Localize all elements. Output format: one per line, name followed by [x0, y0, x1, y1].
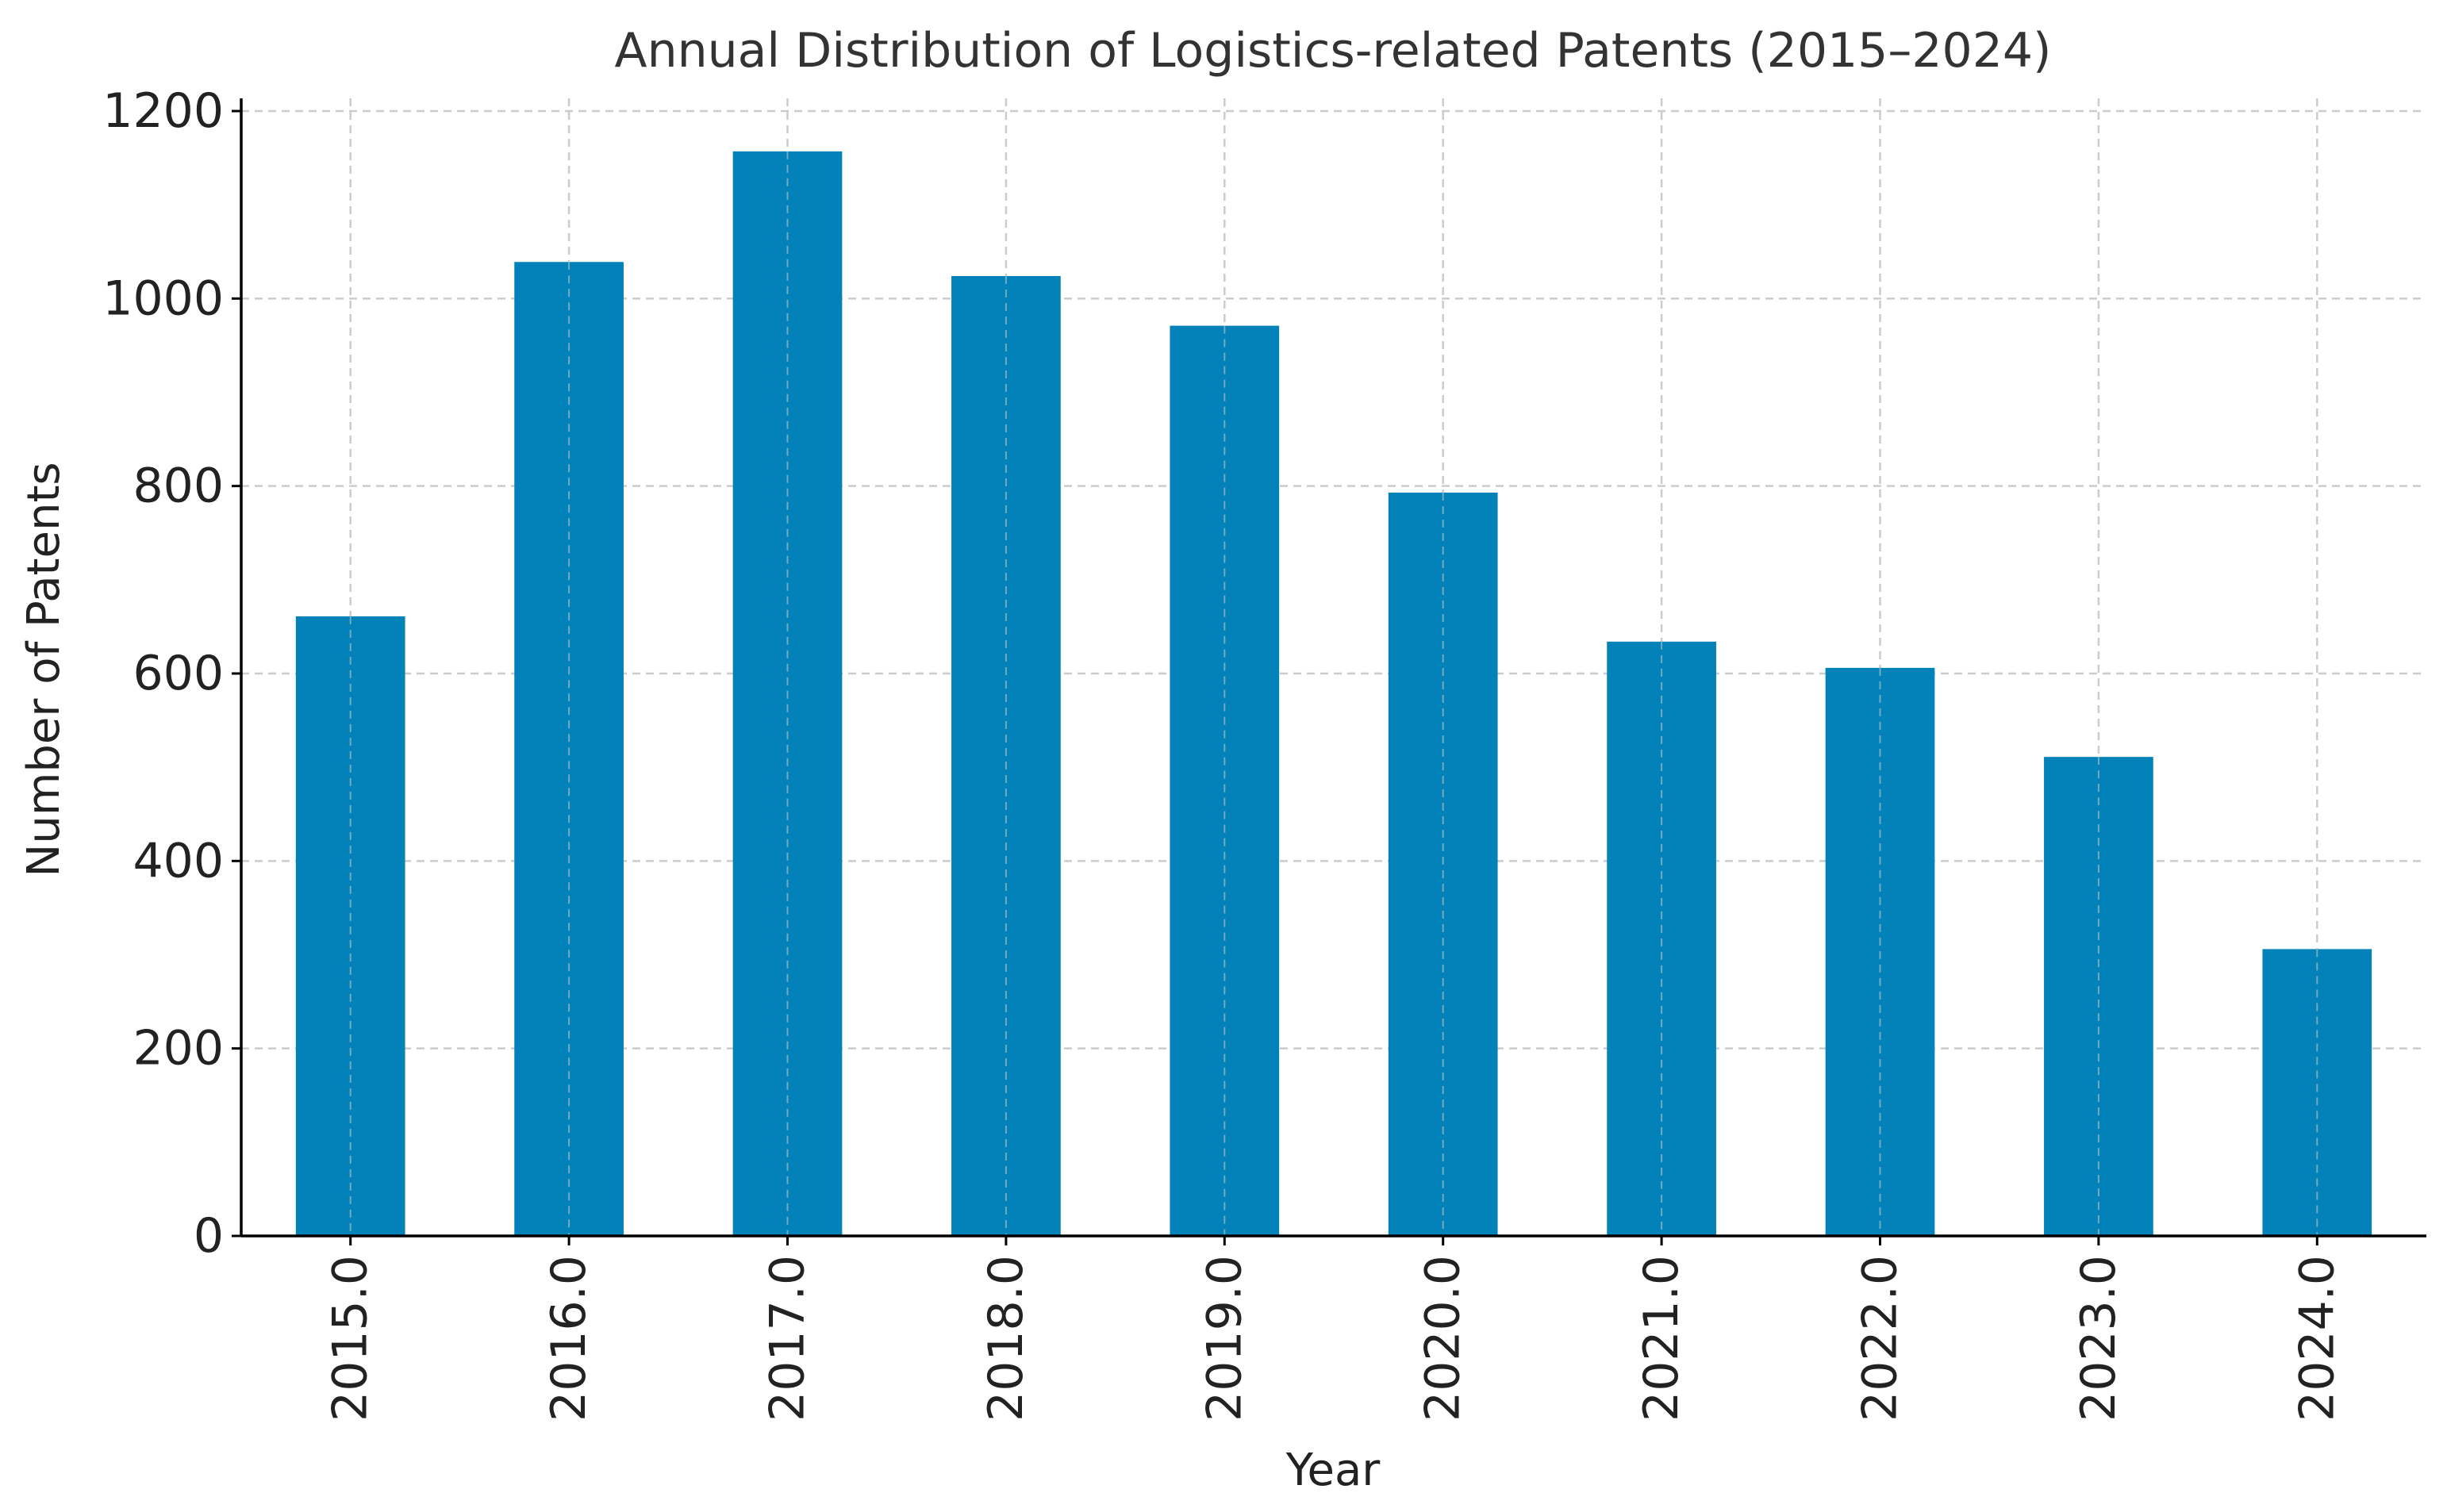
- x-tick-label: 2024.0: [2289, 1255, 2345, 1422]
- grid-lines-front: [349, 151, 2318, 1236]
- y-tick-label: 1000: [102, 271, 224, 326]
- y-tick-label: 200: [133, 1021, 224, 1076]
- x-tick-label: 2023.0: [2071, 1255, 2126, 1422]
- tick-labels: 0 200 400 600 800 1000 1200 2015.0 2016.0 2017.0 2…: [102, 83, 2345, 1422]
- y-tick-label: 800: [133, 459, 224, 514]
- y-tick-label: 600: [133, 646, 224, 701]
- axes: [232, 98, 2426, 1245]
- y-tick-label: 0: [194, 1208, 224, 1264]
- x-tick-label: 2021.0: [1634, 1255, 1689, 1422]
- x-axis-label: Year: [1285, 1445, 1381, 1496]
- bars: [295, 151, 2372, 1237]
- y-tick-label: 400: [133, 833, 224, 888]
- chart-title: Annual Distribution of Logistics-related…: [615, 23, 2052, 79]
- x-tick-label: 2018.0: [978, 1255, 1034, 1422]
- x-tick-label: 2020.0: [1416, 1255, 1471, 1422]
- x-tick-label: 2017.0: [760, 1255, 816, 1422]
- bar-2023: [2044, 757, 2153, 1236]
- x-tick-label: 2016.0: [541, 1255, 597, 1422]
- x-tick-label: 2015.0: [323, 1255, 378, 1422]
- x-tick-label: 2022.0: [1853, 1255, 1908, 1422]
- x-tick-label: 2019.0: [1197, 1255, 1252, 1422]
- y-axis-label: Number of Patents: [18, 462, 70, 877]
- y-tick-label: 1200: [102, 83, 224, 139]
